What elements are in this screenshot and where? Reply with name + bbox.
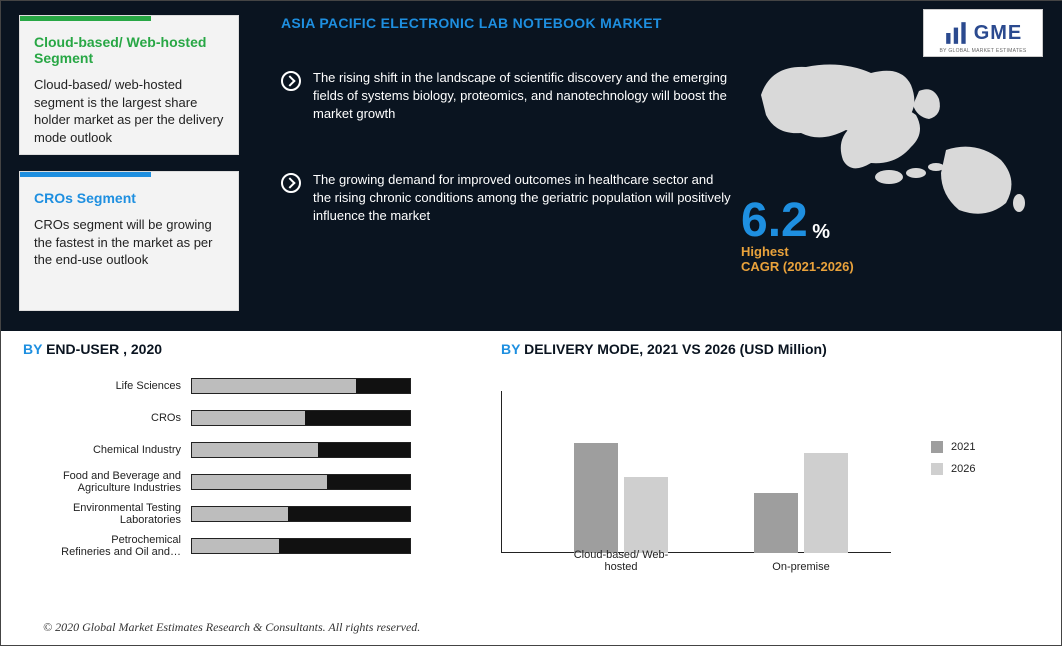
- legend-swatch: [931, 463, 943, 475]
- table-row: CROs: [21, 405, 441, 431]
- bar-group-1: [561, 443, 681, 553]
- bar-fill: [192, 379, 356, 393]
- bar-fill: [192, 507, 288, 521]
- table-row: Life Sciences: [21, 373, 441, 399]
- card-accent-bar: [20, 16, 151, 21]
- bar-label: Chemical Industry: [21, 444, 191, 456]
- card-cloud-segment: Cloud-based/ Web-hosted Segment Cloud-ba…: [19, 15, 239, 155]
- page-title: ASIA PACIFIC ELECTRONIC LAB NOTEBOOK MAR…: [281, 15, 662, 31]
- bar-label: Life Sciences: [21, 380, 191, 392]
- bar-label: Food and Beverage andAgriculture Industr…: [21, 470, 191, 494]
- cagr-percent: %: [812, 221, 830, 243]
- legend: 2021 2026: [931, 441, 975, 485]
- chevron-right-icon: [281, 173, 301, 193]
- x-label-1: Cloud-based/ Web-hosted: [541, 549, 701, 573]
- bar: [804, 453, 848, 553]
- legend-label: 2021: [951, 441, 975, 453]
- section-title-end-user: BY END-USER , 2020: [23, 341, 162, 357]
- table-row: PetrochemicalRefineries and Oil and…: [21, 533, 441, 559]
- card-title: CROs Segment: [34, 190, 224, 206]
- bullet-2: The growing demand for improved outcomes…: [281, 171, 733, 226]
- table-row: Environmental TestingLaboratories: [21, 501, 441, 527]
- x-label-2: On-premise: [721, 561, 881, 573]
- legend-swatch: [931, 441, 943, 453]
- bar-track: [191, 506, 411, 522]
- card-body: Cloud-based/ web-hosted segment is the l…: [34, 76, 224, 146]
- end-user-bar-chart: Life Sciences CROs Chemical Industry Food a…: [21, 373, 441, 565]
- bar-label: PetrochemicalRefineries and Oil and…: [21, 534, 191, 558]
- bar-track: [191, 538, 411, 554]
- bar-fill: [192, 539, 279, 553]
- bar-track: [191, 474, 411, 490]
- section-title-text: END-USER , 2020: [42, 341, 162, 357]
- logo-text: GME: [974, 22, 1023, 45]
- cagr-block: 6.2 % Highest CAGR (2021-2026): [741, 193, 854, 274]
- card-title: Cloud-based/ Web-hosted Segment: [34, 34, 224, 66]
- gme-logo: GME BY GLOBAL MARKET ESTIMATES: [923, 9, 1043, 57]
- bar: [574, 443, 618, 553]
- bar-label: Environmental TestingLaboratories: [21, 502, 191, 526]
- bar: [624, 477, 668, 553]
- bar-group-2: [741, 453, 861, 553]
- y-axis: [501, 391, 502, 553]
- delivery-mode-bar-chart: Cloud-based/ Web-hosted On-premise: [501, 391, 911, 571]
- bar-track: [191, 442, 411, 458]
- card-body: CROs segment will be growing the fastest…: [34, 216, 224, 269]
- table-row: Food and Beverage andAgriculture Industr…: [21, 469, 441, 495]
- by-label: BY: [501, 341, 520, 357]
- cagr-label: CAGR (2021-2026): [741, 259, 854, 274]
- bar-track: [191, 378, 411, 394]
- bar-fill: [192, 411, 305, 425]
- bullet-text: The growing demand for improved outcomes…: [313, 171, 733, 226]
- bar-track: [191, 410, 411, 426]
- legend-label: 2026: [951, 463, 975, 475]
- bar-label: CROs: [21, 412, 191, 424]
- logo-bars-icon: [944, 20, 970, 46]
- card-accent-bar: [20, 172, 151, 177]
- card-cros-segment: CROs Segment CROs segment will be growin…: [19, 171, 239, 311]
- section-title-delivery: BY DELIVERY MODE, 2021 VS 2026 (USD Mill…: [501, 341, 827, 357]
- cagr-value: 6.2: [741, 193, 808, 248]
- copyright-footer: © 2020 Global Market Estimates Research …: [43, 620, 420, 635]
- chevron-right-icon: [281, 71, 301, 91]
- bullet-text: The rising shift in the landscape of sci…: [313, 69, 733, 124]
- section-title-text: DELIVERY MODE, 2021 VS 2026 (USD Million…: [520, 341, 827, 357]
- by-label: BY: [23, 341, 42, 357]
- table-row: Chemical Industry: [21, 437, 441, 463]
- bar-fill: [192, 443, 318, 457]
- logo-subtext: BY GLOBAL MARKET ESTIMATES: [930, 48, 1036, 54]
- legend-item: 2026: [931, 463, 975, 475]
- bar-fill: [192, 475, 327, 489]
- legend-item: 2021: [931, 441, 975, 453]
- bullet-1: The rising shift in the landscape of sci…: [281, 69, 733, 124]
- bar: [754, 493, 798, 553]
